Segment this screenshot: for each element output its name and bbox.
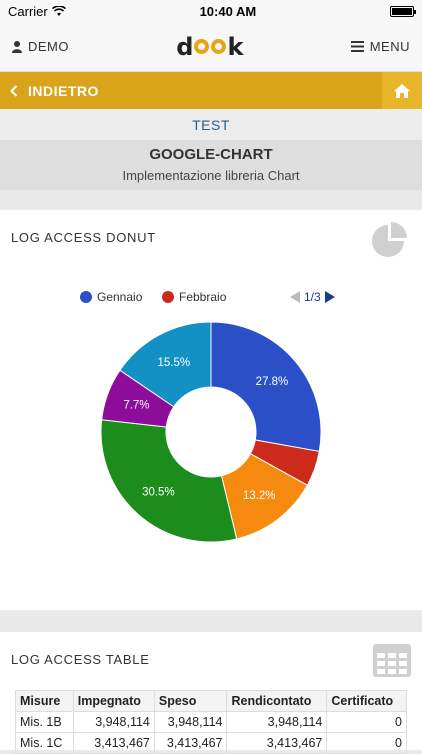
table-cell: 3,413,467 [153,732,228,754]
table-cell: 3,413,467 [226,732,328,754]
menu-button[interactable]: MENU [350,39,410,54]
user-button[interactable]: DEMO [12,39,69,54]
slice-label: 27.8% [256,376,289,388]
pager-prev-icon[interactable] [290,291,300,303]
table-grid-icon[interactable] [373,644,411,677]
legend-item: Febbraio [162,290,226,304]
battery-icon [390,5,416,17]
page-subtitle: Implementazione libreria Chart [122,168,300,183]
table-row: Mis. 1B 3,948,114 3,948,114 3,948,114 0 [15,711,407,733]
clock: 10:40 AM [199,3,257,19]
table-cell: Mis. 1C [15,732,74,754]
chevron-left-icon [10,84,18,97]
user-label: DEMO [28,39,69,54]
table-cell: 3,948,114 [226,711,328,733]
slice-label: 15.5% [157,357,190,369]
donut-slice[interactable] [119,321,212,408]
table-cell: 3,948,114 [72,711,155,733]
donut-card-title: LOG ACCESS DONUT [11,230,156,245]
table-cell: 3,413,467 [72,732,155,754]
home-button[interactable] [382,72,422,109]
table-header-row: Misure Impegnato Speso Rendicontato Cert… [15,690,407,712]
section-label-text: TEST [192,116,230,133]
donut-slice[interactable] [100,419,238,543]
legend-label: Febbraio [179,290,227,304]
status-bar: Carrier 10:40 AM [0,0,422,22]
legend-pager: 1/3 [290,290,335,304]
table-cell: 0 [326,711,407,733]
table-row: Mis. 1C 3,413,467 3,413,467 3,413,467 0 [15,732,407,754]
column-header[interactable]: Misure [15,690,74,712]
pager-next-icon[interactable] [324,291,335,303]
back-bar: INDIETRO [0,72,422,109]
legend-swatch [80,291,92,303]
table-cell: Mis. 1B [15,711,74,733]
slice-label: 7.7% [123,399,149,411]
user-icon [12,40,22,53]
pager-label: 1/3 [304,290,321,304]
access-table: Misure Impegnato Speso Rendicontato Cert… [15,690,407,754]
back-label: INDIETRO [28,82,99,99]
legend-label: Gennaio [97,290,143,304]
donut-slice[interactable] [210,321,322,453]
menu-label: MENU [369,39,410,54]
column-header[interactable]: Impegnato [72,690,155,712]
donut-card: LOG ACCESS DONUT [0,210,422,610]
menu-icon [350,41,364,52]
home-icon [394,83,410,98]
column-header[interactable]: Speso [153,690,228,712]
slice-label: 30.5% [142,487,175,499]
table-cell: 3,948,114 [153,711,228,733]
legend-item: Gennaio [80,290,142,304]
section-label: TEST [0,109,422,140]
slice-label: 13.2% [243,490,276,502]
pie-chart-icon[interactable] [370,219,410,259]
table-card-title: LOG ACCESS TABLE [11,652,150,667]
page-title: GOOGLE-CHART [149,146,273,163]
column-header[interactable]: Rendicontato [226,690,328,712]
carrier-label: Carrier [8,3,48,19]
column-header[interactable]: Certificato [326,690,407,712]
back-button[interactable]: INDIETRO [0,83,99,99]
table-cell: 0 [326,732,407,754]
wifi-icon [51,5,66,16]
donut-chart: 27.8% 13.2% 30.5% 7.7% 15.5% [100,321,322,543]
legend-swatch [162,291,174,303]
page-header: GOOGLE-CHART Implementazione libreria Ch… [0,140,422,190]
